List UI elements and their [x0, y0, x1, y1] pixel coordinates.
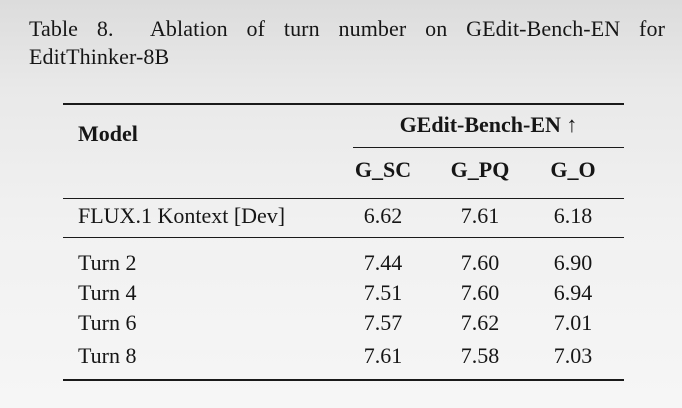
row-g-sc-value: 7.51 — [363, 280, 403, 305]
row-model-label: Turn 6 — [78, 310, 137, 335]
row-g-o-value: 6.90 — [553, 250, 593, 275]
row-model-label: FLUX.1 Kontext [Dev] — [78, 203, 286, 228]
row-model-label: Turn 4 — [78, 280, 137, 305]
row-g-sc-value: 7.57 — [363, 310, 403, 335]
row-g-pq-value: 7.60 — [460, 250, 500, 275]
row-model-label: Turn 2 — [78, 250, 137, 275]
table-top-rule — [63, 103, 624, 106]
baseline-row-rule — [63, 236, 624, 239]
group-header-rule — [353, 146, 624, 149]
column-header-model: Model — [78, 121, 138, 146]
row-g-pq-value: 7.60 — [460, 280, 500, 305]
row-model-label: Turn 8 — [78, 343, 137, 368]
row-g-o-value: 6.18 — [553, 203, 593, 228]
column-header-g-sc: G_SC — [354, 157, 412, 182]
table-row-turn-6: Turn 6 7.57 7.62 7.01 — [0, 311, 682, 335]
header-bottom-rule — [63, 197, 624, 200]
table-bottom-rule — [63, 379, 624, 382]
table-row-turn-2: Turn 2 7.44 7.60 6.90 — [0, 251, 682, 275]
row-g-sc-value: 6.62 — [363, 203, 403, 228]
row-g-sc-value: 7.44 — [363, 250, 403, 275]
table-caption-line-2: EditThinker-8B — [29, 44, 170, 69]
table-caption: Table 8. Ablation of turn number on GEdi… — [29, 15, 665, 71]
table-row-turn-4: Turn 4 7.51 7.60 6.94 — [0, 281, 682, 305]
table-row-flux-kontext: FLUX.1 Kontext [Dev] 6.62 7.61 6.18 — [0, 204, 682, 228]
row-g-o-value: 6.94 — [553, 280, 593, 305]
table-row-turn-8: Turn 8 7.61 7.58 7.03 — [0, 344, 682, 368]
row-g-pq-value: 7.58 — [460, 343, 500, 368]
table-caption-line-1: Table 8. Ablation of turn number on GEdi… — [29, 16, 665, 41]
column-group-header-gedit-bench-en: GEdit-Bench-EN ↑ — [399, 112, 578, 137]
row-g-pq-value: 7.61 — [460, 203, 500, 228]
row-g-o-value: 7.01 — [553, 310, 593, 335]
column-header-g-pq: G_PQ — [450, 157, 510, 182]
row-g-pq-value: 7.62 — [460, 310, 500, 335]
row-g-sc-value: 7.61 — [363, 343, 403, 368]
column-header-g-o: G_O — [550, 157, 596, 182]
row-g-o-value: 7.03 — [553, 343, 593, 368]
